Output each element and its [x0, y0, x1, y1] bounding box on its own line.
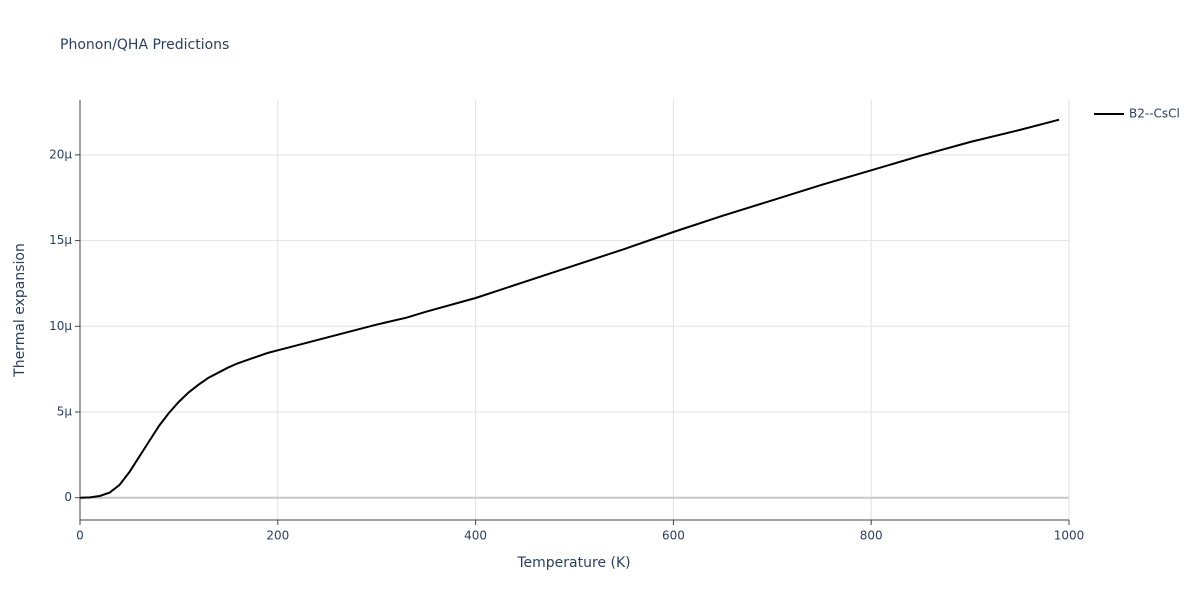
y-tick-label: 20μ [49, 147, 72, 161]
x-tick-label: 0 [76, 529, 84, 543]
y-tick-label: 15μ [49, 233, 72, 247]
x-tick-label: 1000 [1054, 529, 1085, 543]
legend-label: B2--CsCl [1129, 107, 1180, 121]
y-tick-label: 5μ [57, 405, 73, 419]
x-tick-label: 600 [662, 529, 685, 543]
line-series [79, 118, 1060, 499]
x-tick-label: 800 [860, 529, 883, 543]
x-tick-label: 400 [464, 529, 487, 543]
y-tick-label: 10μ [49, 319, 72, 333]
y-tick-label: 0 [64, 490, 72, 504]
y-axis-title: Thermal expansion [12, 243, 28, 378]
chart-title: Phonon/QHA Predictions [60, 37, 229, 53]
x-tick-label: 200 [266, 529, 289, 543]
x-axis-title: Temperature (K) [516, 555, 630, 571]
